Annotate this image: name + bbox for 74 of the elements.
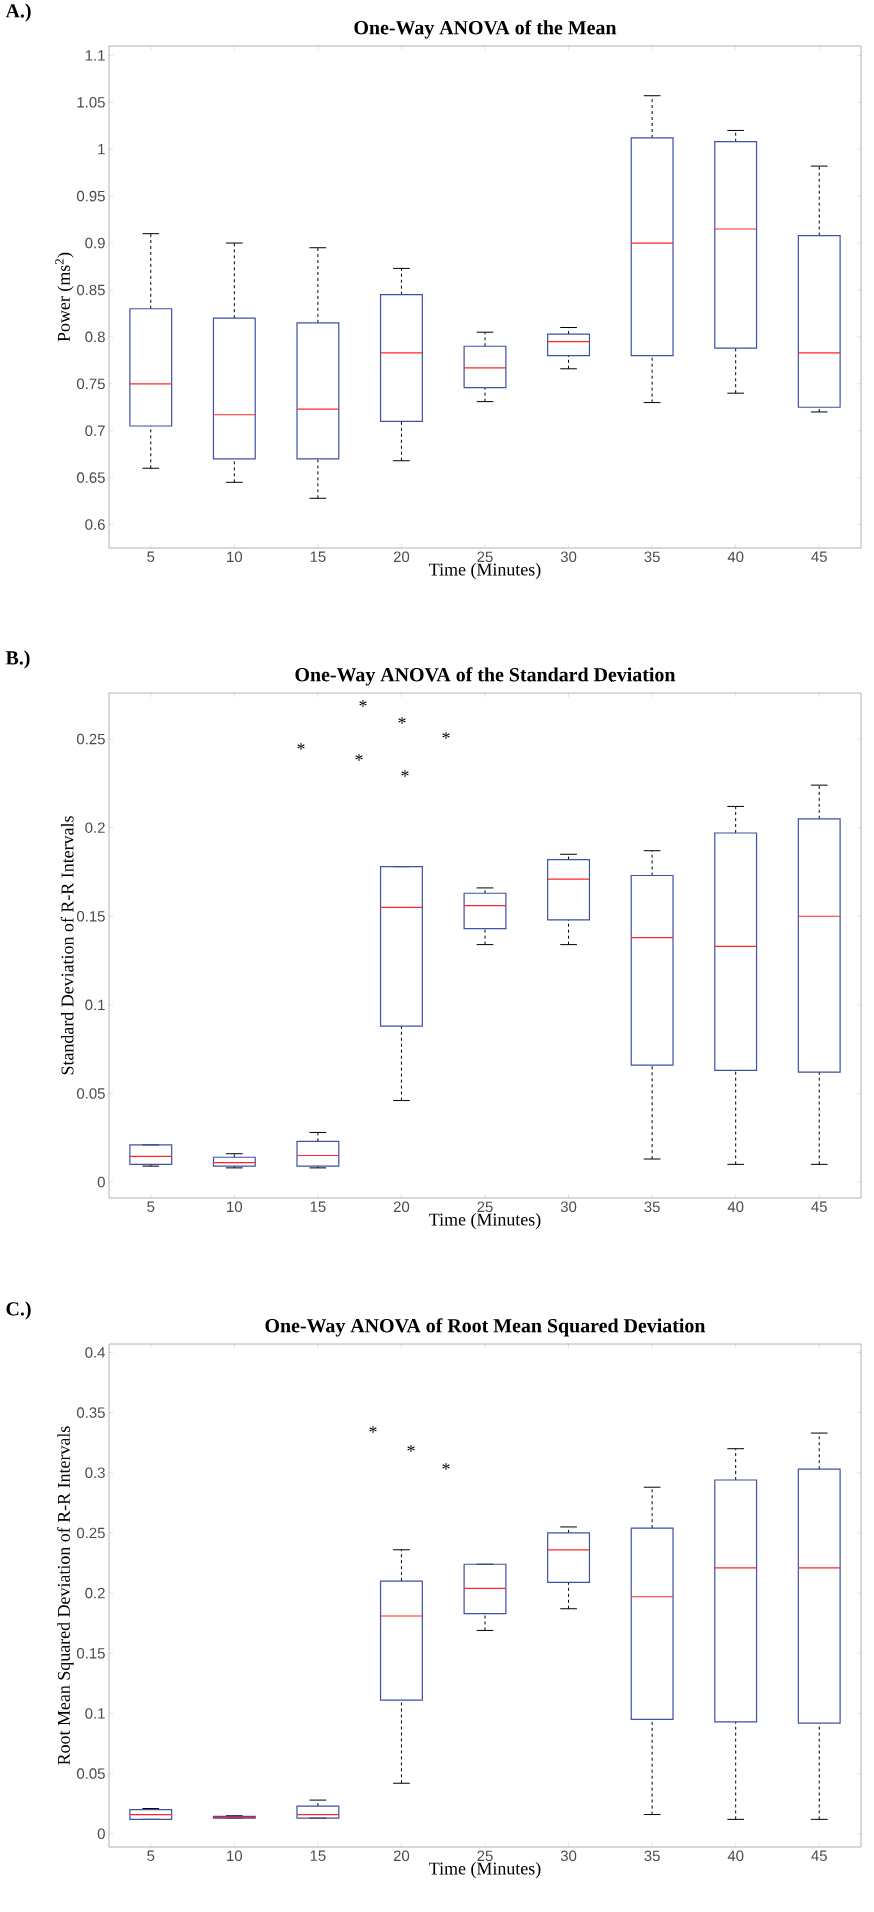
y-tick-label: 0.95	[76, 190, 105, 202]
x-tick-label: 15	[310, 551, 326, 562]
x-tick-label: 20	[393, 551, 410, 563]
x-tick-label: 45	[811, 1201, 827, 1212]
y-tick-label: 0.35	[76, 1407, 105, 1418]
y-tick-label: 0.2	[85, 822, 105, 833]
y-tick-label: 0.25	[76, 1527, 105, 1539]
x-tick-label: 15	[310, 1201, 326, 1212]
y-tick-label: 0.8	[85, 331, 105, 343]
y-tick-label: 0	[97, 1828, 105, 1840]
x-axis-title: Time (Minutes)	[429, 562, 541, 580]
x-tick-label: 45	[811, 1850, 827, 1861]
y-tick-label: 1	[98, 144, 105, 155]
x-tick-label: 5	[147, 1850, 155, 1861]
x-axis-title: Time (Minutes)	[429, 1212, 541, 1230]
x-tick-label: 5	[147, 1201, 155, 1212]
x-tick-label: 15	[310, 1850, 326, 1861]
annotation: *	[407, 1445, 415, 1452]
x-tick-label: 35	[644, 551, 660, 563]
y-tick-label: 0.15	[76, 1647, 105, 1659]
y-tick-label: 1.1	[85, 50, 105, 61]
y-tick-label: 1.05	[77, 97, 105, 108]
x-tick-label: 30	[560, 1201, 577, 1213]
x-tick-label: 30	[560, 551, 577, 563]
annotation: *	[297, 743, 305, 750]
y-tick-label: 0.85	[76, 284, 105, 296]
y-tick-label: 0.3	[85, 1467, 105, 1479]
x-tick-label: 35	[644, 1201, 660, 1213]
annotation: *	[442, 1463, 450, 1470]
annotation: *	[401, 770, 409, 777]
y-tick-label: 0.2	[85, 1587, 105, 1599]
x-tick-label: 10	[227, 551, 243, 563]
x-tick-label: 40	[727, 1201, 744, 1213]
y-tick-label: 0.25	[76, 733, 105, 745]
x-tick-label: 20	[393, 1201, 410, 1213]
text: B.)	[5, 650, 30, 669]
y-tick-label: 0.75	[76, 378, 105, 390]
x-axis-title: Time (Minutes)	[429, 1861, 541, 1879]
y-tick-label: 0.4	[85, 1347, 106, 1358]
y-axis-title: Root Mean Squared Deviation of R-R Intervals	[57, 1426, 74, 1765]
y-axis-title: Standard Deviation of R-R Intervals	[60, 816, 74, 1075]
y-tick-label: 0.9	[85, 237, 105, 249]
x-tick-label: 45	[811, 551, 827, 562]
x-tick-label: 40	[727, 1850, 744, 1862]
x-tick-label: 40	[727, 551, 744, 563]
x-tick-label: 25	[477, 1850, 493, 1862]
text: C.)	[6, 1301, 31, 1320]
annotation: *	[355, 754, 363, 761]
y-tick-label: 0.1	[85, 999, 105, 1011]
y-tick-label: 0.05	[76, 1768, 105, 1779]
x-tick-label: 30	[560, 1850, 577, 1862]
x-tick-label: 5	[147, 551, 155, 562]
y-tick-label: 0	[97, 1176, 105, 1188]
annotation: *	[359, 700, 367, 707]
annotation: *	[369, 1426, 377, 1433]
y-tick-label: 0.1	[85, 1708, 105, 1719]
y-axis-title: Power (ms$^{2}$)	[55, 252, 74, 342]
x-tick-label: 25	[477, 551, 493, 563]
chart-title: One-Way ANOVA of the Standard Deviation	[295, 667, 676, 686]
x-tick-label: 10	[227, 1201, 243, 1213]
y-tick-label: 0.65	[76, 472, 105, 483]
text: A.)	[5, 3, 31, 22]
chart-title: One-Way ANOVA of Root Mean Squared Deviation	[265, 1318, 706, 1337]
y-tick-label: 0.6	[85, 519, 105, 530]
y-tick-label: 0.7	[85, 425, 105, 436]
chart-title: One-Way ANOVA of the Mean	[354, 20, 617, 39]
x-tick-label: 10	[227, 1850, 243, 1862]
annotation: *	[442, 732, 450, 739]
x-tick-label: 35	[644, 1850, 660, 1862]
y-tick-label: 0.15	[76, 910, 105, 922]
x-tick-label: 20	[393, 1850, 410, 1862]
y-tick-label: 0.05	[76, 1088, 105, 1099]
x-tick-label: 25	[477, 1201, 493, 1213]
annotation: *	[398, 717, 406, 724]
